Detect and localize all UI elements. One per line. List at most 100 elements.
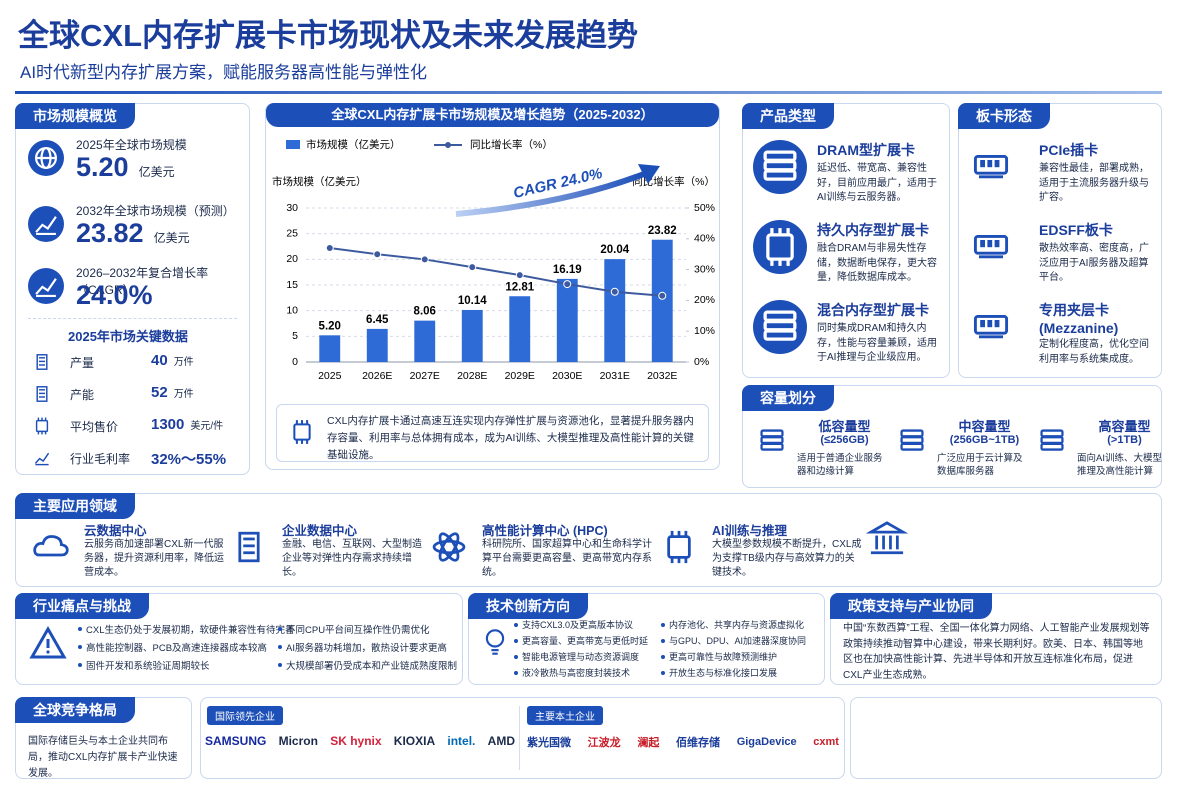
bar xyxy=(366,328,388,362)
item-name: EDSFF板卡 xyxy=(1039,222,1113,238)
challenge-item: 大规模部署仍受成本和产业链成熟度限制 xyxy=(286,661,458,672)
icon xyxy=(293,420,311,444)
icon xyxy=(432,532,466,562)
key-unit: 万件 xyxy=(173,357,194,368)
challenges-panel: 行业痛点与挑战 CXL生态仍处于发展初期，软硬件兼容性有待完善 高性能控制器、PCB… xyxy=(15,593,463,685)
bar-value-label: 6.45 xyxy=(366,314,389,326)
icon xyxy=(28,206,64,242)
icon xyxy=(34,452,50,466)
logos-panel: 国际领先企业 主要本土企业 SAMSUNG Micron SK hynix KIOXIA i… xyxy=(200,697,845,779)
challenge-item: 固件开发和系统验证周期较长 xyxy=(86,661,210,672)
capacity-name: 低容量型 xyxy=(818,419,871,434)
icon-part xyxy=(760,429,784,438)
key-data-title: 2025年市场关键数据 xyxy=(68,329,188,344)
icon-part xyxy=(994,240,1000,248)
icon xyxy=(760,429,784,451)
bullet xyxy=(278,663,282,667)
key-unit: 万件 xyxy=(173,389,194,400)
key-label: 平均售价 xyxy=(70,420,119,434)
icon-bg xyxy=(28,268,64,304)
bar-value-label: 16.19 xyxy=(553,264,582,276)
item-desc: 兼容性最佳，部署成熟，适用于主流服务器升级与扩容。 xyxy=(1039,163,1149,203)
innovation-panel: 技术创新方向 支持CXL3.0及更高版本协议 更高容量、更高带宽与更低时延 智能电源管… xyxy=(468,593,825,685)
key-row: 52 万件 xyxy=(151,384,194,401)
icon-part xyxy=(438,532,460,562)
icon xyxy=(28,268,64,304)
icon-part xyxy=(438,532,460,562)
bar-value-label: 5.20 xyxy=(319,320,341,332)
metric-row: 24.0% xyxy=(76,280,153,311)
icon-part xyxy=(1040,436,1064,445)
company-logo: 江波龙 xyxy=(587,737,621,749)
y-tick-label: 30 xyxy=(286,202,298,214)
icon-part xyxy=(46,650,50,654)
icon-part xyxy=(667,535,691,559)
bar xyxy=(319,335,341,362)
bullet xyxy=(278,645,282,649)
bar-value-label: 10.14 xyxy=(458,295,487,307)
icon-part xyxy=(766,233,794,261)
growth-line xyxy=(329,247,663,297)
icon-part xyxy=(432,539,466,555)
key-value: 52 xyxy=(151,384,168,401)
icon xyxy=(485,629,505,655)
icon xyxy=(36,386,48,402)
cagr-arrow xyxy=(455,171,646,217)
item-name: 持久内存型扩展卡 xyxy=(817,222,929,238)
icon-part xyxy=(1040,442,1064,451)
panel-title: 容量划分 xyxy=(742,385,834,411)
y-tick-label: 0 xyxy=(292,356,298,368)
bullet xyxy=(78,645,82,649)
metric-value: 23.82 xyxy=(76,218,144,248)
challenge-item: CXL生态仍处于发展初期，软硬件兼容性有待完善 xyxy=(86,625,295,636)
x-tick-label: 2031E xyxy=(600,370,630,382)
icon-part xyxy=(987,240,993,248)
metric-unit: 亿美元 xyxy=(153,231,190,245)
icon-part xyxy=(29,625,67,659)
panel-title: 主要应用领域 xyxy=(15,493,135,519)
metric-value: 24.0% xyxy=(76,280,153,310)
icon-part xyxy=(900,429,924,438)
bar-value-label: 12.81 xyxy=(505,281,534,293)
icon-part xyxy=(35,419,49,433)
icon-bg xyxy=(753,220,807,274)
icon-bg xyxy=(28,206,64,242)
growth-point xyxy=(658,291,667,300)
chart-title: 全球CXL内存扩展卡市场规模及增长趋势（2025-2032） xyxy=(266,103,719,127)
key-row: 1300 美元/件 xyxy=(151,416,223,433)
divider xyxy=(28,318,237,319)
growth-point xyxy=(420,255,429,264)
icon-part xyxy=(33,535,69,557)
item-desc: 融合DRAM与非易失性存储，数据断电保存，更大容量，降低数据库成本。 xyxy=(817,243,937,283)
market-overview-panel: 市场规模概览 2025年全球市场规模 5.20 亿美元 2032年全球市场规模（预测） 2… xyxy=(15,103,250,475)
icon-part xyxy=(900,442,924,451)
icon-part xyxy=(760,442,784,451)
icon-part xyxy=(865,521,909,534)
icon-part xyxy=(980,320,985,328)
icon xyxy=(753,300,807,354)
bullet xyxy=(278,627,282,631)
bar xyxy=(414,320,436,362)
item-name: PCIe插卡 xyxy=(1039,142,1099,158)
bullet xyxy=(514,639,518,643)
icon xyxy=(29,625,67,659)
icon-bg xyxy=(753,300,807,354)
x-tick-label: 2025 xyxy=(318,370,342,382)
capacity-desc: 适用于普通企业服务器和边缘计算 xyxy=(797,453,883,478)
innovation-item: 支持CXL3.0及更高版本协议 xyxy=(522,620,634,630)
key-label: 行业毛利率 xyxy=(70,452,131,466)
bullet xyxy=(661,671,665,675)
item-name: DRAM型扩展卡 xyxy=(817,142,915,158)
y2-tick-label: 10% xyxy=(694,325,715,337)
icon xyxy=(973,154,1009,179)
icon-part xyxy=(35,216,57,233)
bullet xyxy=(514,655,518,659)
icon-part xyxy=(485,629,505,648)
innovation-item: 更高容量、更高带宽与更低时延 xyxy=(522,636,649,646)
key-value: 32%～55% xyxy=(151,451,227,468)
y2-tick-label: 20% xyxy=(694,294,715,306)
icon xyxy=(1040,429,1064,451)
icon-part xyxy=(994,160,1000,168)
app-name: 云数据中心 xyxy=(84,524,147,538)
divider xyxy=(519,706,520,770)
